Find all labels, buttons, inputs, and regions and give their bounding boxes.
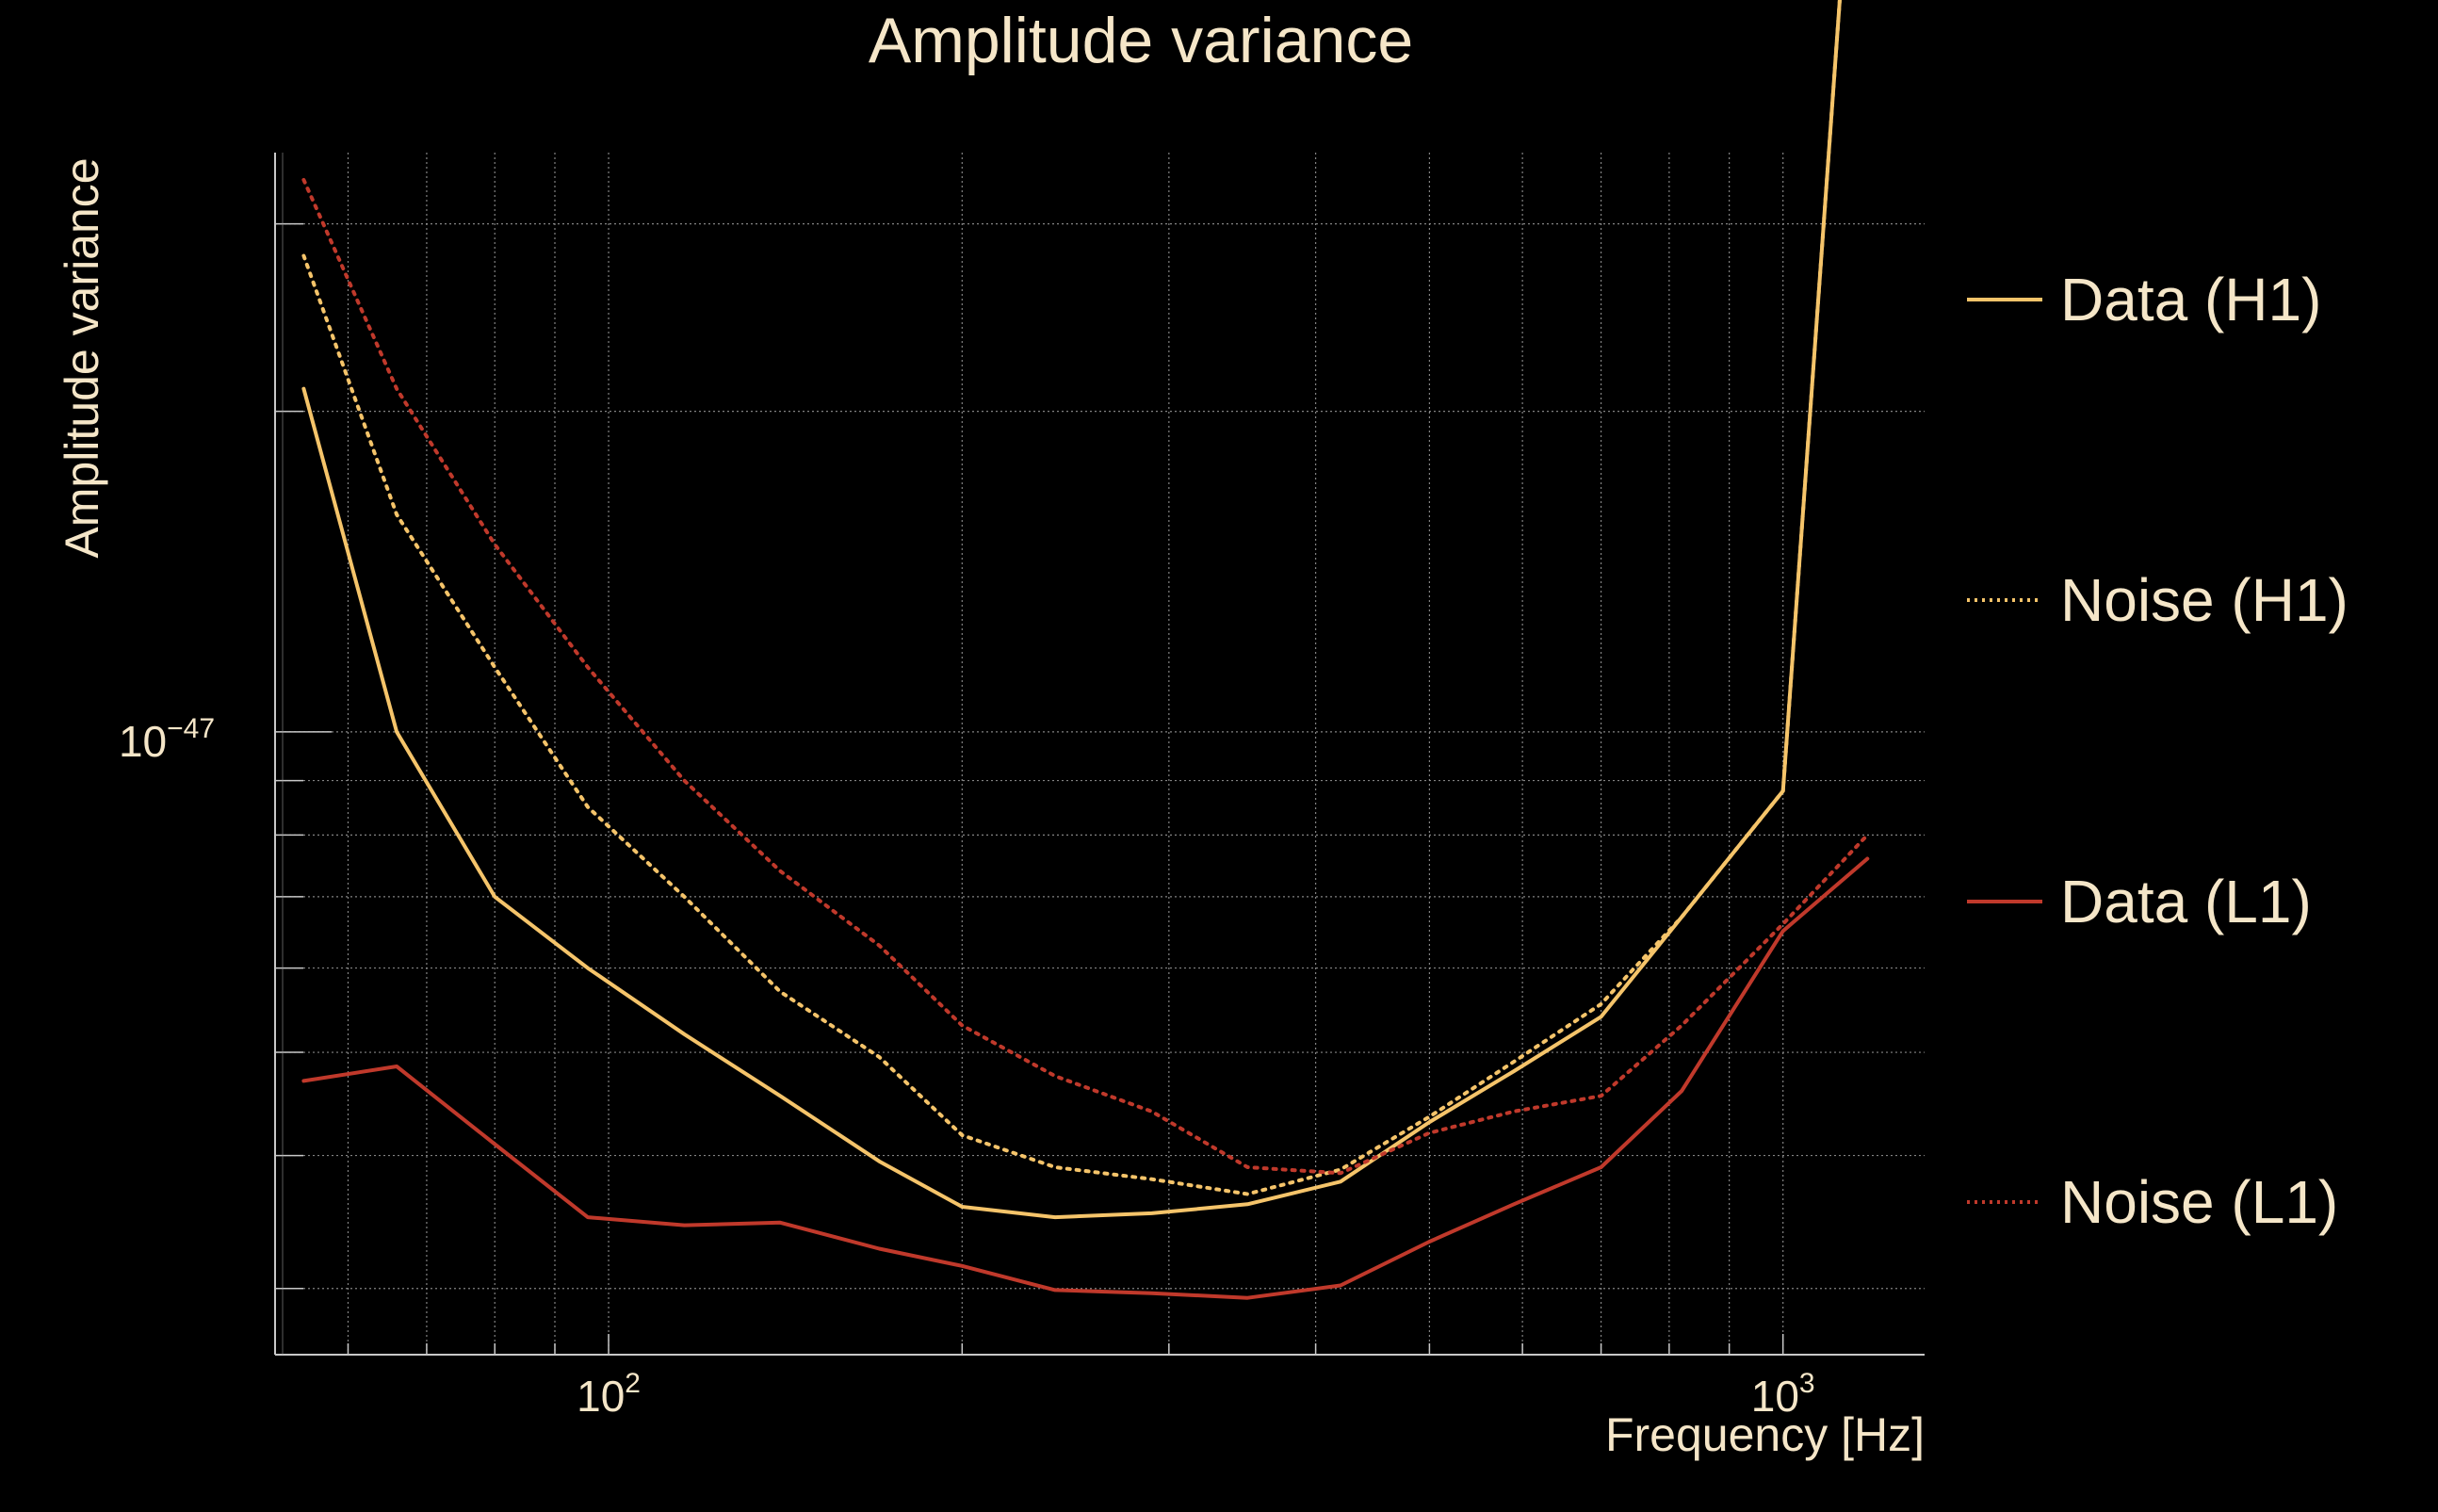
y-axis-label: Amplitude variance	[56, 157, 108, 558]
series-line-data-h1	[301, 0, 1842, 1220]
chart-title: Amplitude variance	[869, 5, 1413, 76]
legend: Data (H1) Noise (H1) Data (L1) Noise (L1)	[1967, 266, 2349, 1236]
legend-label: Noise (L1)	[2060, 1168, 2338, 1236]
series-lines	[301, 0, 1870, 1300]
legend-label: Data (H1)	[2060, 266, 2321, 333]
series-line-noise-h1	[301, 0, 1842, 1196]
x-tick-label: 103	[1751, 1368, 1815, 1421]
series-line-noise-l1	[301, 177, 1870, 1176]
legend-item-noise-l1: Noise (L1)	[1967, 1168, 2338, 1236]
x-axis-label: Frequency [Hz]	[1605, 1408, 1925, 1461]
legend-item-noise-h1: Noise (H1)	[1967, 566, 2349, 634]
axes	[274, 153, 1925, 1356]
series-line-data-l1	[301, 856, 1870, 1300]
legend-item-data-l1: Data (L1)	[1967, 868, 2312, 935]
x-tick-label: 102	[577, 1368, 641, 1421]
grid-lines	[275, 153, 1925, 1355]
legend-item-data-h1: Data (H1)	[1967, 266, 2321, 333]
tick-labels: 102 103 10−47	[119, 713, 1815, 1421]
y-tick-label: 10−47	[119, 713, 215, 766]
legend-label: Data (L1)	[2060, 868, 2312, 935]
legend-label: Noise (H1)	[2060, 566, 2349, 634]
